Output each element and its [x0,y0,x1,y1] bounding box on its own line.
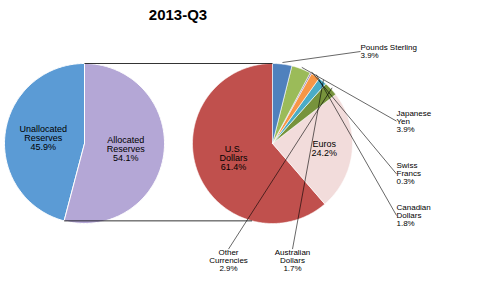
svg-text:JapaneseYen3.9%: JapaneseYen3.9% [397,109,432,134]
svg-text:U.S.Dollars61.4%: U.S.Dollars61.4% [220,144,249,172]
svg-text:OtherCurrencies2.9%: OtherCurrencies2.9% [209,248,248,273]
html-text:2013-Q3: 2013-Q3 [148,6,208,23]
svg-text:AllocatedReserves54.1%: AllocatedReserves54.1% [107,135,146,163]
svg-text:Pounds Sterling3.9%: Pounds Sterling3.9% [361,43,417,60]
svg-text:Euros24.2%: Euros24.2% [311,139,337,158]
svg-text:AustralianDollars1.7%: AustralianDollars1.7% [275,248,311,273]
svg-text:UnallocatedReserves45.9%: UnallocatedReserves45.9% [19,124,67,152]
svg-text:SwissFrancs0.3%: SwissFrancs0.3% [397,161,421,186]
svg-text:CanadianDollars1.8%: CanadianDollars1.8% [397,203,431,228]
